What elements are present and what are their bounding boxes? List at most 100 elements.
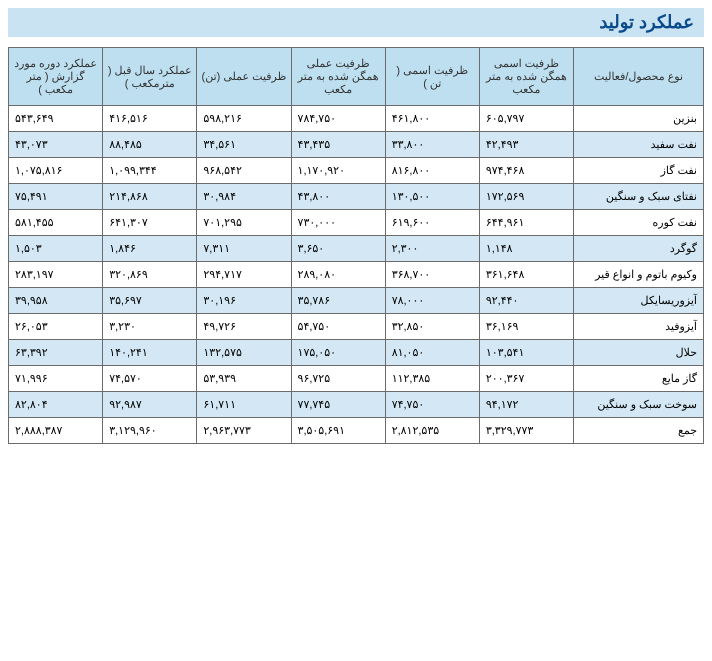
cell-value: ۸۲,۸۰۴ <box>9 392 103 418</box>
cell-value: ۸۱,۰۵۰ <box>385 340 479 366</box>
cell-value: ۴۳,۴۳۵ <box>291 132 385 158</box>
cell-value: ۵۸۱,۴۵۵ <box>9 210 103 236</box>
cell-value: ۶۴۱,۳۰۷ <box>103 210 197 236</box>
cell-value: ۲,۹۶۳,۷۷۳ <box>197 418 291 444</box>
table-row: جمع۳,۳۲۹,۷۷۳۲,۸۱۲,۵۳۵۳,۵۰۵,۶۹۱۲,۹۶۳,۷۷۳۳… <box>9 418 704 444</box>
table-row: آیزوفید۳۶,۱۶۹۳۲,۸۵۰۵۴,۷۵۰۴۹,۷۲۶۳,۲۳۰۲۶,۰… <box>9 314 704 340</box>
title-bar: عملکرد تولید <box>8 8 704 37</box>
cell-value: ۹۲,۴۴۰ <box>479 288 573 314</box>
cell-value: ۳۳,۸۰۰ <box>385 132 479 158</box>
cell-value: ۷۸,۰۰۰ <box>385 288 479 314</box>
cell-value: ۲۱۴,۸۶۸ <box>103 184 197 210</box>
cell-value: ۱,۸۴۶ <box>103 236 197 262</box>
cell-value: ۳۶۸,۷۰۰ <box>385 262 479 288</box>
cell-value: ۳,۳۲۹,۷۷۳ <box>479 418 573 444</box>
cell-value: ۱,۰۹۹,۳۴۴ <box>103 158 197 184</box>
cell-value: ۹۶,۷۲۵ <box>291 366 385 392</box>
cell-value: ۸۱۶,۸۰۰ <box>385 158 479 184</box>
row-label: آیزوریسایکل <box>574 288 704 314</box>
cell-value: ۹۶۸,۵۴۲ <box>197 158 291 184</box>
page-title: عملکرد تولید <box>8 12 694 33</box>
cell-value: ۲۰۰,۳۶۷ <box>479 366 573 392</box>
cell-value: ۷۱,۹۹۶ <box>9 366 103 392</box>
cell-value: ۳,۱۲۹,۹۶۰ <box>103 418 197 444</box>
cell-value: ۷,۳۱۱ <box>197 236 291 262</box>
cell-value: ۳۵,۷۸۶ <box>291 288 385 314</box>
cell-value: ۳۹,۹۵۸ <box>9 288 103 314</box>
cell-value: ۱۳۰,۵۰۰ <box>385 184 479 210</box>
cell-value: ۳۲,۸۵۰ <box>385 314 479 340</box>
row-label: گاز مایع <box>574 366 704 392</box>
col-nominal-m3: ظرفیت اسمی همگن شده به متر مکعب <box>479 48 573 106</box>
row-label: سوخت سبک و سنگین <box>574 392 704 418</box>
cell-value: ۹۲,۹۸۷ <box>103 392 197 418</box>
cell-value: ۱,۱۷۰,۹۲۰ <box>291 158 385 184</box>
cell-value: ۷۰۱,۲۹۵ <box>197 210 291 236</box>
table-row: نفت گاز۹۷۴,۴۶۸۸۱۶,۸۰۰۱,۱۷۰,۹۲۰۹۶۸,۵۴۲۱,۰… <box>9 158 704 184</box>
cell-value: ۵۳,۹۳۹ <box>197 366 291 392</box>
cell-value: ۵۴,۷۵۰ <box>291 314 385 340</box>
cell-value: ۸۸,۴۸۵ <box>103 132 197 158</box>
cell-value: ۴۳,۸۰۰ <box>291 184 385 210</box>
cell-value: ۲۹۴,۷۱۷ <box>197 262 291 288</box>
cell-value: ۴۹,۷۲۶ <box>197 314 291 340</box>
col-prev-year: عملکرد سال قبل ( مترمکعب ) <box>103 48 197 106</box>
table-row: گوگرد۱,۱۴۸۲,۳۰۰۳,۶۵۰۷,۳۱۱۱,۸۴۶۱,۵۰۳ <box>9 236 704 262</box>
col-product: نوع محصول/فعالیت <box>574 48 704 106</box>
cell-value: ۲,۸۸۸,۳۸۷ <box>9 418 103 444</box>
cell-value: ۴۱۶,۵۱۶ <box>103 106 197 132</box>
table-row: نفتای سبک و سنگین۱۷۲,۵۶۹۱۳۰,۵۰۰۴۳,۸۰۰۳۰,… <box>9 184 704 210</box>
col-nominal-ton: ظرفیت اسمی ( تن ) <box>385 48 479 106</box>
table-row: آیزوریسایکل۹۲,۴۴۰۷۸,۰۰۰۳۵,۷۸۶۳۰,۱۹۶۳۵,۶۹… <box>9 288 704 314</box>
cell-value: ۲,۸۱۲,۵۳۵ <box>385 418 479 444</box>
cell-value: ۷۴,۵۷۰ <box>103 366 197 392</box>
row-label: آیزوفید <box>574 314 704 340</box>
cell-value: ۶۴۴,۹۶۱ <box>479 210 573 236</box>
cell-value: ۷۵,۴۹۱ <box>9 184 103 210</box>
row-label: جمع <box>574 418 704 444</box>
row-label: نفت کوره <box>574 210 704 236</box>
cell-value: ۳۶۱,۶۴۸ <box>479 262 573 288</box>
cell-value: ۵۴۳,۶۴۹ <box>9 106 103 132</box>
row-label: نفت گاز <box>574 158 704 184</box>
table-row: نفت سفید۴۲,۴۹۳۳۳,۸۰۰۴۳,۴۳۵۳۴,۵۶۱۸۸,۴۸۵۴۳… <box>9 132 704 158</box>
cell-value: ۳۲۰,۸۶۹ <box>103 262 197 288</box>
cell-value: ۷۷,۷۴۵ <box>291 392 385 418</box>
row-label: بنزین <box>574 106 704 132</box>
cell-value: ۴۶۱,۸۰۰ <box>385 106 479 132</box>
cell-value: ۳۰,۹۸۴ <box>197 184 291 210</box>
cell-value: ۷۸۴,۷۵۰ <box>291 106 385 132</box>
table-row: بنزین۶۰۵,۷۹۷۴۶۱,۸۰۰۷۸۴,۷۵۰۵۹۸,۲۱۶۴۱۶,۵۱۶… <box>9 106 704 132</box>
production-table: نوع محصول/فعالیت ظرفیت اسمی همگن شده به … <box>8 47 704 444</box>
table-row: حلال۱۰۳,۵۴۱۸۱,۰۵۰۱۷۵,۰۵۰۱۳۲,۵۷۵۱۴۰,۲۴۱۶۳… <box>9 340 704 366</box>
col-actual-m3: ظرفیت عملی همگن شده به متر مکعب <box>291 48 385 106</box>
cell-value: ۷۴,۷۵۰ <box>385 392 479 418</box>
cell-value: ۱,۵۰۳ <box>9 236 103 262</box>
cell-value: ۵۹۸,۲۱۶ <box>197 106 291 132</box>
cell-value: ۲۸۳,۱۹۷ <box>9 262 103 288</box>
table-row: سوخت سبک و سنگین۹۴,۱۷۲۷۴,۷۵۰۷۷,۷۴۵۶۱,۷۱۱… <box>9 392 704 418</box>
cell-value: ۳,۲۳۰ <box>103 314 197 340</box>
table-row: گاز مایع۲۰۰,۳۶۷۱۱۲,۳۸۵۹۶,۷۲۵۵۳,۹۳۹۷۴,۵۷۰… <box>9 366 704 392</box>
cell-value: ۱۴۰,۲۴۱ <box>103 340 197 366</box>
row-label: حلال <box>574 340 704 366</box>
cell-value: ۱۳۲,۵۷۵ <box>197 340 291 366</box>
cell-value: ۶۰۵,۷۹۷ <box>479 106 573 132</box>
cell-value: ۳۶,۱۶۹ <box>479 314 573 340</box>
cell-value: ۲۸۹,۰۸۰ <box>291 262 385 288</box>
cell-value: ۲,۳۰۰ <box>385 236 479 262</box>
cell-value: ۹۴,۱۷۲ <box>479 392 573 418</box>
cell-value: ۶۳,۳۹۲ <box>9 340 103 366</box>
row-label: گوگرد <box>574 236 704 262</box>
table-row: نفت کوره۶۴۴,۹۶۱۶۱۹,۶۰۰۷۳۰,۰۰۰۷۰۱,۲۹۵۶۴۱,… <box>9 210 704 236</box>
cell-value: ۱۷۵,۰۵۰ <box>291 340 385 366</box>
row-label: نفتای سبک و سنگین <box>574 184 704 210</box>
cell-value: ۴۳,۰۷۳ <box>9 132 103 158</box>
cell-value: ۶۱,۷۱۱ <box>197 392 291 418</box>
cell-value: ۳۰,۱۹۶ <box>197 288 291 314</box>
cell-value: ۳,۶۵۰ <box>291 236 385 262</box>
cell-value: ۹۷۴,۴۶۸ <box>479 158 573 184</box>
col-report: عملکرد دوره مورد گزارش ( متر مکعب ) <box>9 48 103 106</box>
cell-value: ۴۲,۴۹۳ <box>479 132 573 158</box>
cell-value: ۱,۱۴۸ <box>479 236 573 262</box>
